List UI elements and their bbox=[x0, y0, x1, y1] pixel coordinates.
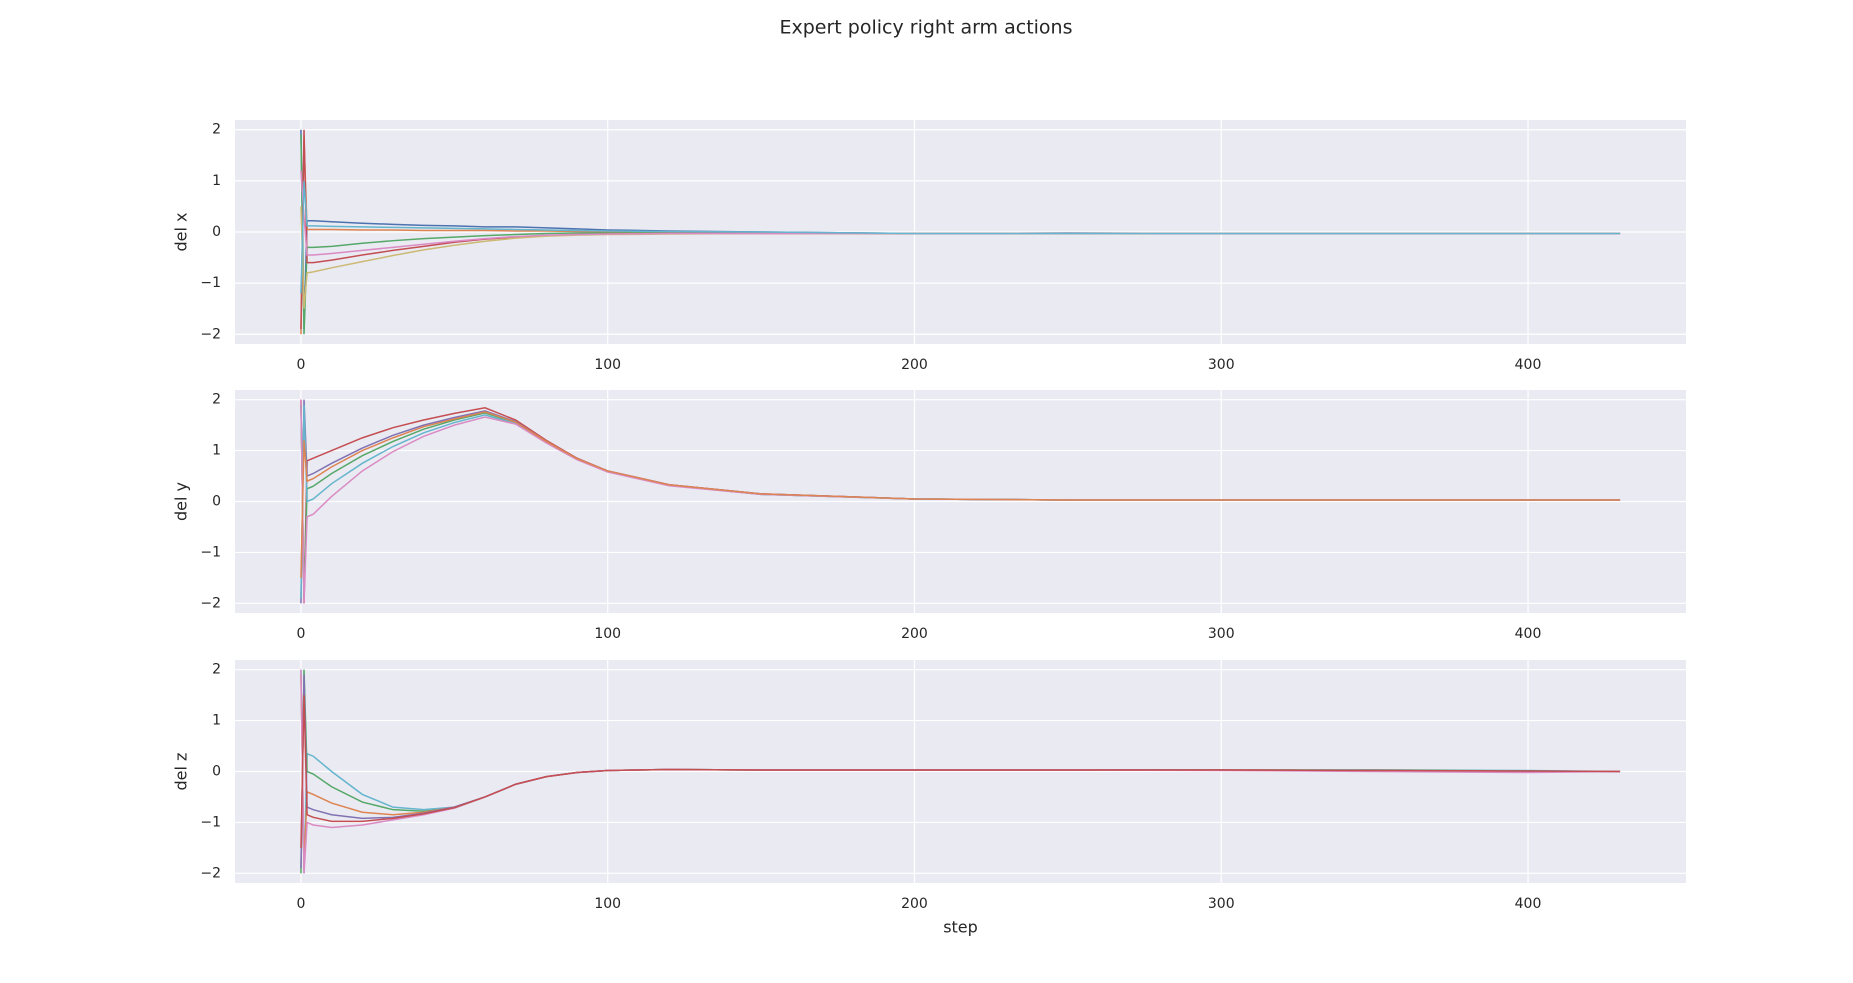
x-tick-label: 400 bbox=[1515, 626, 1542, 642]
y-tick-label: −2 bbox=[200, 326, 221, 342]
x-tick-label: 0 bbox=[296, 626, 305, 642]
y-tick-label: 0 bbox=[212, 764, 221, 780]
x-tick-label: 300 bbox=[1208, 896, 1235, 912]
y-tick-label: 0 bbox=[212, 494, 221, 510]
x-tick-label: 0 bbox=[296, 896, 305, 912]
series-group bbox=[300, 399, 1621, 604]
x-tick-label: 400 bbox=[1515, 357, 1542, 373]
y-axis-label: del y bbox=[172, 482, 191, 521]
x-tick-label: 100 bbox=[594, 357, 621, 373]
x-tick-label: 0 bbox=[296, 357, 305, 373]
y-tick-label: 1 bbox=[212, 713, 221, 729]
y-tick-label: 1 bbox=[212, 443, 221, 459]
x-tick-label: 100 bbox=[594, 626, 621, 642]
x-tick-label: 200 bbox=[901, 357, 928, 373]
subplot: −2 −1 0 1 2 0 100 200 300 400 del z step bbox=[172, 660, 1686, 937]
x-tick-label: 200 bbox=[901, 626, 928, 642]
y-tick-label: 0 bbox=[212, 224, 221, 240]
figure-title: Expert policy right arm actions bbox=[779, 17, 1072, 39]
series-group bbox=[300, 669, 1621, 874]
y-tick-label: 1 bbox=[212, 173, 221, 189]
series-line bbox=[300, 695, 1621, 848]
x-tick-label: 400 bbox=[1515, 896, 1542, 912]
x-tick-label: 200 bbox=[901, 896, 928, 912]
y-tick-label: −1 bbox=[200, 544, 221, 560]
series-group bbox=[300, 129, 1621, 335]
y-tick-label: 2 bbox=[212, 122, 221, 138]
y-tick-label: −1 bbox=[200, 814, 221, 830]
series-line bbox=[300, 180, 1621, 294]
y-tick-label: 2 bbox=[212, 662, 221, 678]
y-tick-label: −1 bbox=[200, 275, 221, 291]
x-tick-label: 100 bbox=[594, 896, 621, 912]
subplot: −2 −1 0 1 2 0 100 200 300 400 del x bbox=[172, 120, 1686, 373]
x-tick-label: 300 bbox=[1208, 357, 1235, 373]
y-tick-label: 2 bbox=[212, 392, 221, 408]
y-tick-label: −2 bbox=[200, 595, 221, 611]
series-line bbox=[300, 411, 1621, 578]
x-tick-label: 300 bbox=[1208, 626, 1235, 642]
y-tick-label: −2 bbox=[200, 865, 221, 881]
subplot: −2 −1 0 1 2 0 100 200 300 400 del y bbox=[172, 390, 1686, 642]
x-axis-label: step bbox=[943, 918, 978, 937]
y-axis-label: del z bbox=[172, 753, 191, 791]
y-axis-label: del x bbox=[172, 213, 191, 252]
